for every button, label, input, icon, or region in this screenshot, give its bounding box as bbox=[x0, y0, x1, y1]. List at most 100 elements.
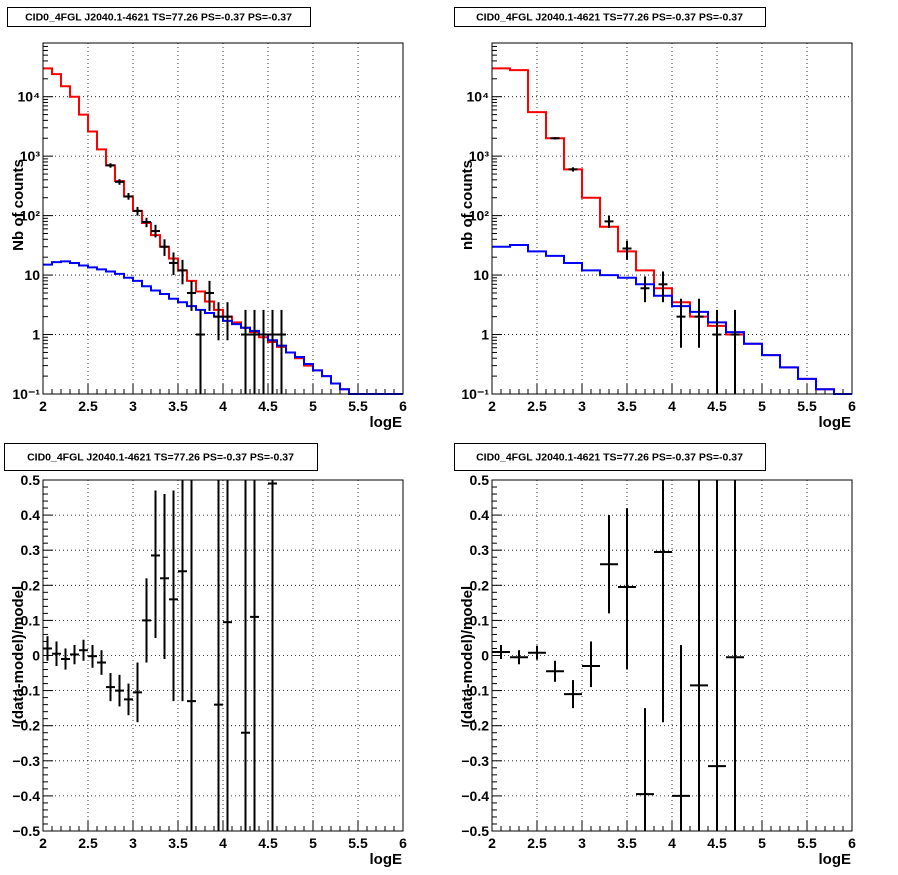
chart-panel-residual-right: CID0_4FGL J2040.1-4621 TS=77.26 PS=-0.37… bbox=[454, 443, 856, 868]
x-tick-label: 3 bbox=[129, 835, 137, 851]
chart-panel-residual-left: CID0_4FGL J2040.1-4621 TS=77.26 PS=-0.37… bbox=[4, 443, 407, 868]
data-point bbox=[528, 645, 546, 660]
x-tick-label: 4.5 bbox=[258, 398, 278, 414]
data-point bbox=[636, 708, 654, 831]
grid bbox=[492, 43, 852, 394]
x-tick-label: 5.5 bbox=[797, 398, 817, 414]
chart-panel-counts-right: CID0_4FGL J2040.1-4621 TS=77.26 PS=-0.37… bbox=[454, 7, 856, 431]
x-ticks bbox=[491, 821, 853, 831]
data-point bbox=[690, 480, 708, 831]
y-tick-label: −0.3 bbox=[12, 753, 40, 769]
data-point bbox=[726, 480, 744, 831]
x-tick-label: 3.5 bbox=[168, 835, 188, 851]
data-point bbox=[151, 490, 160, 638]
data-point bbox=[124, 193, 133, 200]
data-point bbox=[640, 276, 650, 303]
y-tick-label: 10⁴ bbox=[467, 89, 490, 105]
x-tick-label: 3 bbox=[578, 398, 586, 414]
series-data-points bbox=[43, 480, 277, 831]
data-point bbox=[97, 650, 106, 675]
y-tick-label: 0.3 bbox=[21, 542, 41, 558]
data-point bbox=[205, 280, 214, 311]
data-point bbox=[568, 167, 578, 172]
data-point bbox=[214, 480, 223, 831]
x-axis-label: logE bbox=[819, 851, 852, 868]
title-box bbox=[4, 443, 318, 471]
y-tick-label: −0.4 bbox=[12, 788, 40, 804]
y-tick-label: −0.4 bbox=[461, 788, 489, 804]
data-point bbox=[70, 644, 79, 665]
x-axis-label: logE bbox=[370, 414, 403, 431]
y-tick-label: −0.1 bbox=[461, 683, 489, 699]
data-point bbox=[708, 480, 726, 831]
data-point bbox=[622, 240, 632, 260]
data-point bbox=[268, 480, 277, 831]
data-point bbox=[169, 490, 178, 702]
data-point bbox=[142, 578, 151, 663]
data-point bbox=[546, 660, 564, 682]
y-axis-label: nb of counts bbox=[459, 160, 476, 250]
x-tick-label: 6 bbox=[399, 398, 407, 414]
y-tick-label: 0 bbox=[481, 648, 489, 664]
y-tick-label: 0.4 bbox=[470, 507, 490, 523]
data-point bbox=[604, 215, 614, 228]
data-point bbox=[133, 662, 142, 723]
data-point bbox=[259, 309, 268, 394]
data-point bbox=[676, 298, 686, 348]
x-tick-label: 4 bbox=[668, 835, 676, 851]
data-point bbox=[250, 480, 259, 831]
y-tick-label: 0.5 bbox=[21, 472, 41, 488]
x-ticks bbox=[42, 821, 404, 831]
x-tick-label: 4 bbox=[219, 398, 227, 414]
data-point bbox=[133, 206, 142, 216]
x-ticks bbox=[491, 384, 853, 394]
y-tick-label: −0.1 bbox=[12, 683, 40, 699]
x-tick-label: 3 bbox=[129, 398, 137, 414]
y-tick-label: 10² bbox=[469, 208, 490, 224]
y-tick-label: 10 bbox=[24, 267, 40, 283]
title-box bbox=[454, 443, 766, 471]
data-point bbox=[115, 674, 124, 707]
data-point bbox=[142, 217, 151, 228]
x-tick-label: 5 bbox=[758, 835, 766, 851]
y-tick-label: 10² bbox=[20, 208, 41, 224]
data-point bbox=[169, 252, 178, 276]
x-tick-label: 4.5 bbox=[707, 835, 727, 851]
data-point bbox=[160, 494, 169, 660]
plot-frame bbox=[42, 479, 404, 832]
y-tick-label: −0.2 bbox=[12, 718, 40, 734]
x-tick-label: 2 bbox=[488, 398, 496, 414]
data-point bbox=[223, 302, 232, 341]
data-point bbox=[672, 644, 690, 831]
x-axis-label: logE bbox=[370, 851, 403, 868]
x-tick-label: 2 bbox=[488, 835, 496, 851]
y-tick-label: −0.3 bbox=[461, 753, 489, 769]
data-point bbox=[160, 239, 169, 256]
data-point bbox=[115, 179, 124, 185]
data-point bbox=[658, 271, 668, 303]
data-point bbox=[277, 309, 286, 394]
data-point bbox=[106, 163, 115, 168]
chart-title: CID0_4FGL J2040.1-4621 TS=77.26 PS=-0.37… bbox=[27, 452, 294, 464]
grid bbox=[43, 480, 403, 831]
x-tick-label: 5 bbox=[309, 398, 317, 414]
x-tick-label: 4.5 bbox=[707, 398, 727, 414]
y-tick-label: −0.5 bbox=[461, 823, 489, 839]
data-point bbox=[550, 137, 560, 140]
y-tick-label: 0.1 bbox=[21, 612, 41, 628]
y-axis-label: (data-model)/model bbox=[459, 586, 476, 724]
series-data-points bbox=[106, 163, 286, 394]
y-tick-label: 0 bbox=[32, 648, 40, 664]
title-box bbox=[454, 7, 766, 27]
chart-panel-counts-left: CID0_4FGL J2040.1-4621 TS=77.26 PS=-0.37… bbox=[7, 7, 407, 431]
series-data-points bbox=[492, 480, 744, 831]
x-tick-label: 6 bbox=[399, 835, 407, 851]
data-point bbox=[52, 641, 61, 667]
series-model_source-line bbox=[492, 244, 852, 395]
x-tick-label: 3.5 bbox=[168, 398, 188, 414]
data-point bbox=[151, 224, 160, 238]
x-tick-label: 4.5 bbox=[258, 835, 278, 851]
data-point bbox=[654, 480, 672, 723]
y-axis-label: Nb of counts bbox=[10, 159, 27, 251]
x-tick-label: 3.5 bbox=[617, 398, 637, 414]
